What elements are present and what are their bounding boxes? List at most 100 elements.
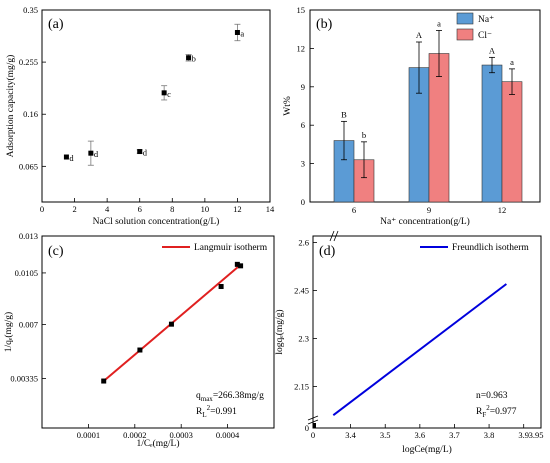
x-tick-label: 0 — [40, 204, 44, 214]
legend-label-na: Na⁺ — [478, 15, 494, 25]
point-letter: c — [167, 89, 171, 99]
y-tick-label: 2.45 — [294, 285, 309, 295]
annotation-qmax: qmax=266.38mg/g — [196, 391, 264, 403]
y-tick-label: 0.00335 — [10, 374, 38, 384]
panel-d-label: (d) — [319, 244, 336, 259]
y-tick-label: 3 — [301, 159, 305, 169]
panel-d-frame — [312, 235, 542, 429]
x-tick-label: 2 — [72, 204, 76, 214]
panel-a-xlabel: NaCl solution concentration(g/L) — [93, 216, 220, 227]
legend-swatch-cl — [456, 28, 474, 41]
point-letter: a — [240, 28, 244, 38]
x-tick-label: 4 — [105, 204, 110, 214]
y-tick-label: 0.0105 — [15, 268, 38, 278]
x-tick-label: 8 — [170, 204, 174, 214]
data-point — [161, 90, 167, 96]
panel-c-legend: Langmuir isotherm — [162, 243, 268, 253]
significance-letter: A — [416, 30, 423, 40]
panel-c-frame — [41, 235, 275, 429]
y-tick-label: 0.013 — [19, 231, 38, 241]
y-tick-label: 2.6 — [298, 237, 309, 247]
y-tick-label: 6 — [301, 120, 305, 130]
bar — [501, 81, 523, 203]
x-tick-label: 14 — [266, 204, 275, 214]
y-tick-label: 0.007 — [19, 320, 38, 330]
panel-a: (a) 0 2 4 6 8 10 12 14 0.065 0.16 0.255 0.35 d d d c b a… — [5, 5, 275, 227]
panel-d: (d) 3.4 3.5 3.6 3.7 3.8 3.9 3.95 00 2.15 2.3 2.45 2… — [274, 230, 544, 455]
annotation-r2-langmuir: RL2=0.991 — [196, 404, 237, 419]
x-tick-label: 0.0003 — [170, 430, 193, 440]
point-letter: d — [143, 148, 148, 158]
point-letter: d — [69, 153, 74, 163]
y-tick-label: 0 — [301, 197, 305, 207]
significance-letter: B — [341, 109, 347, 119]
panel-d-xlabel: logCe(mg/L) — [402, 444, 452, 455]
legend-label-cl: Cl⁻ — [478, 31, 492, 41]
x-tick-label: 3.5 — [380, 430, 391, 440]
y-tick-label: 12 — [297, 43, 306, 53]
data-point — [101, 378, 107, 384]
bar — [481, 64, 503, 203]
x-tick-label: 3.4 — [345, 430, 356, 440]
panel-b-label: (b) — [316, 17, 333, 32]
x-tick-label: 3.95 — [529, 430, 544, 440]
panel-d-legend: Freundlich isotherm — [420, 243, 529, 253]
x-tick-label: 3.7 — [449, 430, 460, 440]
data-point — [168, 321, 174, 327]
y-tick-label: 0.16 — [23, 109, 38, 119]
data-point — [234, 261, 240, 267]
x-tick-label: 3.9 — [518, 430, 529, 440]
y-tick-label: 2.15 — [294, 381, 309, 391]
data-point — [238, 263, 244, 269]
y-tick-label: 9 — [301, 82, 305, 92]
panel-c-label: (c) — [48, 244, 64, 259]
x-tick-label: 9 — [427, 205, 431, 215]
x-tick-label: 12 — [498, 205, 507, 215]
fit-line-freundlich — [332, 283, 507, 416]
y-tick-label: 2.3 — [298, 333, 309, 343]
y-tick-label: 0.065 — [19, 161, 38, 171]
x-tick-label: 10 — [201, 204, 210, 214]
significance-letter: b — [362, 130, 366, 140]
panel-c-xlabel: 1/Cₑ(mg/L) — [136, 438, 179, 449]
significance-letter: A — [489, 45, 496, 55]
annotation-n: n=0.963 — [476, 391, 508, 401]
data-point — [137, 149, 143, 155]
x-tick-label: 6 — [352, 205, 356, 215]
significance-letter: a — [437, 18, 441, 28]
panel-b-ylabel: Wt% — [283, 96, 293, 116]
data-point — [137, 347, 143, 353]
panel-a-label: (a) — [48, 17, 64, 32]
panel-b-legend: Na⁺ Cl⁻ — [456, 12, 494, 41]
panel-c-ylabel: 1/qₑ(mg/g) — [3, 312, 14, 352]
x-tick-label: 0.0002 — [123, 430, 146, 440]
x-tick-label: 12 — [233, 204, 242, 214]
panel-b: (b) 0 3 6 9 12 15 6 9 12 Bb Aa Aa Na⁺ Cl⁻ Na⁺ conc… — [283, 5, 541, 227]
data-point — [218, 284, 224, 290]
x-origin-label: 0 — [311, 430, 315, 440]
significance-letter: a — [510, 57, 514, 67]
y-origin-label: 0 — [305, 423, 309, 433]
y-tick-label: 0.35 — [23, 5, 38, 15]
y-tick-label: 15 — [297, 5, 306, 15]
y-tick-label: 0.255 — [19, 57, 38, 67]
panel-b-xlabel: Na⁺ concentration(g/L) — [380, 216, 470, 227]
point-letter: d — [94, 149, 99, 159]
x-tick-label: 6 — [138, 204, 142, 214]
legend-label-freundlich: Freundlich isotherm — [452, 243, 529, 253]
x-tick-label: 0.0004 — [216, 430, 240, 440]
legend-swatch-na — [456, 12, 474, 25]
legend-label-langmuir: Langmuir isotherm — [194, 243, 268, 253]
data-point — [186, 55, 192, 61]
panel-a-frame — [41, 9, 271, 203]
data-point — [88, 150, 94, 156]
panel-d-ylabel: logqₑ(mg/g) — [274, 309, 285, 354]
annotation-r2-freundlich: RF2=0.977 — [476, 404, 517, 419]
panel-c: (c) 0.0001 0.0002 0.0003 0.0004 0.00335 0.007… — [3, 231, 275, 449]
x-tick-label: 0.0001 — [77, 430, 100, 440]
origin-marker — [313, 423, 316, 428]
data-point — [63, 154, 69, 160]
axis-breaks — [307, 230, 339, 425]
x-tick-label: 3.6 — [415, 430, 426, 440]
